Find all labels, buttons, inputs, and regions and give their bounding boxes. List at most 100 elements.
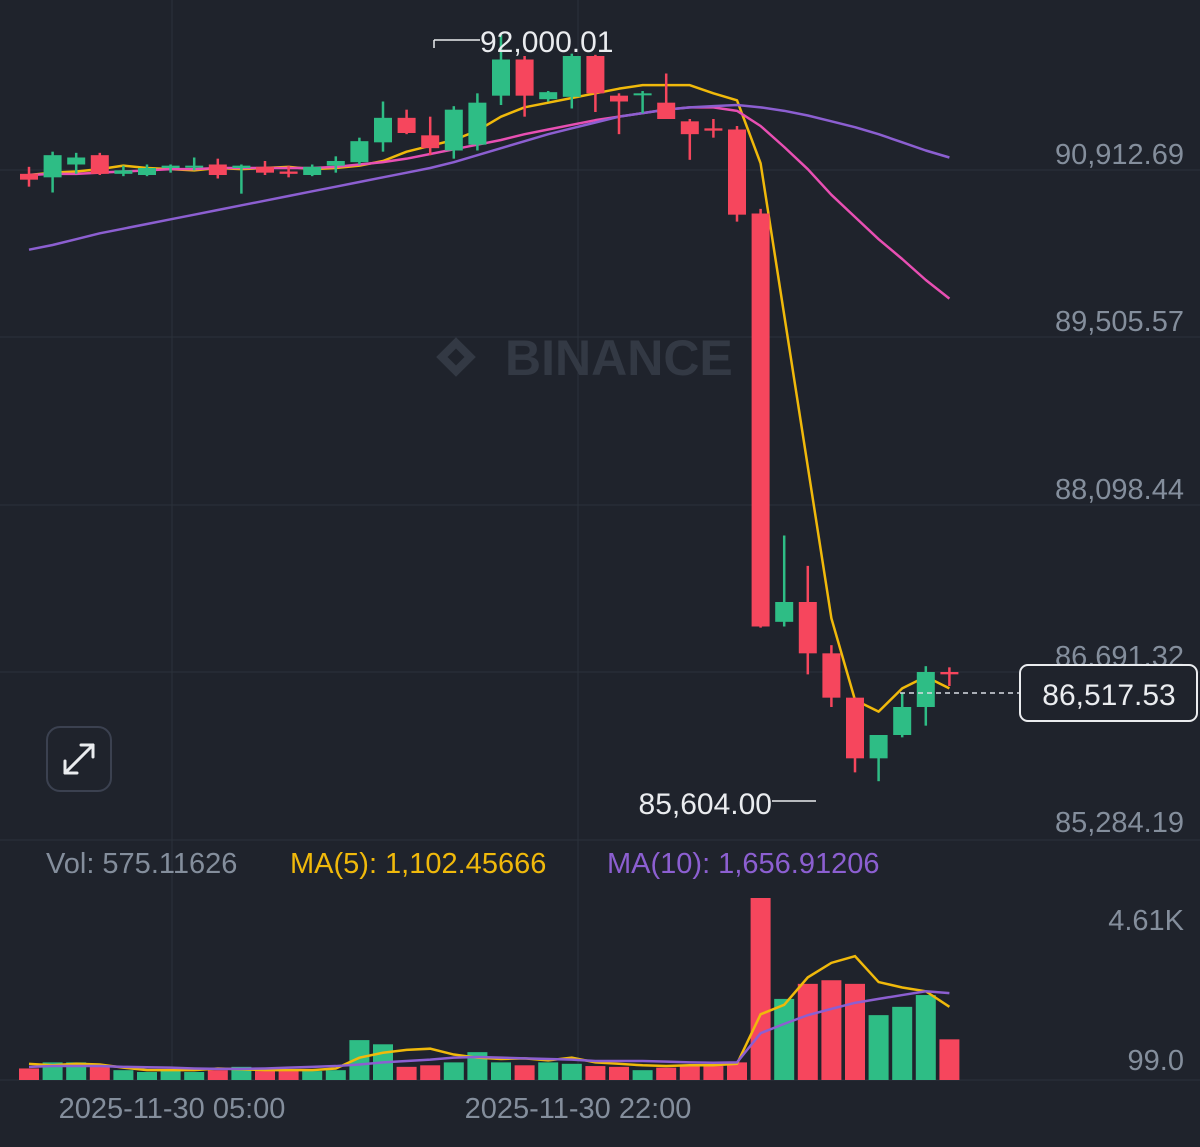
volume-bar — [656, 1067, 677, 1080]
candle — [374, 101, 392, 152]
candle-body — [279, 171, 298, 174]
candle-body — [374, 117, 392, 143]
candle-body — [539, 92, 558, 100]
candle-body — [232, 165, 251, 168]
candle-body — [397, 117, 416, 133]
candle — [67, 152, 86, 174]
candle-body — [633, 93, 652, 96]
volume-bar — [349, 1040, 370, 1080]
volume-bar — [797, 983, 818, 1080]
volume-bar — [703, 1066, 724, 1080]
volume-bar — [750, 898, 771, 1080]
candle — [704, 119, 723, 138]
candle — [468, 93, 487, 151]
candle-body — [421, 135, 440, 149]
candle — [822, 645, 841, 707]
volume-tick-label: 4.61K — [1108, 905, 1184, 937]
volume-bar — [443, 1062, 464, 1080]
high-price-label: 92,000.01 — [480, 26, 613, 59]
candle-body — [775, 602, 794, 622]
candle-body — [704, 128, 723, 131]
candle — [633, 91, 652, 114]
candle-body — [43, 155, 62, 178]
candle — [916, 666, 935, 726]
candle-body — [610, 95, 628, 102]
candle — [303, 164, 322, 177]
candle — [326, 156, 345, 173]
ma-line — [28, 106, 951, 300]
volume-bar — [727, 1062, 747, 1080]
volume-bar — [585, 1066, 606, 1080]
candle-body — [256, 166, 274, 173]
price-tick-label: 90,912.69 — [1055, 139, 1184, 171]
candle-body — [161, 165, 180, 168]
candle-body — [20, 173, 38, 180]
candle — [114, 165, 133, 177]
candle-body — [586, 56, 605, 94]
candle-body — [492, 59, 510, 96]
volume-bar — [255, 1071, 275, 1080]
volume-bar — [774, 998, 795, 1080]
candle — [586, 54, 605, 112]
volume-ma10: MA(10): 1,656.91206 — [607, 848, 879, 880]
volume-bar — [491, 1062, 511, 1080]
volume-bar — [278, 1071, 299, 1080]
volume-ma5: MA(5): 1,102.45666 — [290, 848, 546, 880]
candle — [161, 164, 180, 173]
candle — [256, 161, 274, 175]
candle-body — [114, 170, 133, 174]
current-price-label: 86,517.53 — [1042, 679, 1175, 712]
volume-bar — [679, 1065, 700, 1080]
candle — [539, 91, 558, 102]
time-tick-label: 2025-11-30 22:00 — [465, 1093, 692, 1125]
volume-bar — [160, 1070, 181, 1080]
price-axis: 90,912.69 89,505.57 88,098.44 86,691.32 … — [1055, 139, 1184, 839]
volume-bar — [939, 1039, 960, 1080]
candle-body — [869, 735, 888, 759]
candle-body — [822, 653, 841, 698]
price-tick-label: 89,505.57 — [1055, 306, 1184, 338]
volume-bars — [19, 898, 960, 1080]
candle — [138, 164, 156, 177]
candle — [680, 119, 699, 160]
candle — [798, 565, 817, 675]
candle — [610, 93, 628, 135]
candle-body — [728, 129, 746, 215]
candle — [279, 165, 298, 178]
volume-bar — [868, 1015, 889, 1080]
grid-lines — [0, 0, 1200, 1081]
candle — [43, 151, 62, 193]
candle — [562, 53, 581, 109]
candle-body — [67, 157, 86, 165]
volume-value: Vol: 575.11626 — [46, 848, 237, 880]
volume-bar — [420, 1065, 441, 1080]
candles[interactable] — [20, 35, 959, 782]
volume-bar — [561, 1063, 582, 1080]
candle — [421, 116, 440, 156]
volume-bar — [396, 1066, 417, 1080]
candle — [869, 735, 888, 782]
candle — [940, 667, 959, 686]
volume-axis: 4.61K 99.0 — [1108, 905, 1184, 1077]
expand-button[interactable] — [46, 726, 112, 792]
volume-bar — [19, 1068, 39, 1080]
low-annotation: 85,604.00 — [639, 788, 816, 821]
time-axis: 2025-11-30 05:00 2025-11-30 22:00 — [59, 1093, 692, 1125]
candle-body — [90, 155, 109, 174]
volume-bar — [302, 1071, 323, 1080]
candle — [515, 56, 534, 117]
candle-body — [562, 56, 581, 97]
volume-bar — [609, 1066, 629, 1080]
volume-tick-label: 99.0 — [1128, 1045, 1184, 1077]
volume-bar — [538, 1062, 559, 1080]
candle — [185, 157, 204, 171]
price-tick-label: 85,284.19 — [1055, 807, 1184, 839]
volume-bar — [89, 1066, 110, 1080]
candle — [728, 126, 746, 222]
high-annotation: 92,000.01 — [433, 26, 613, 59]
candle — [444, 106, 463, 159]
watermark-text: BINANCE — [505, 330, 733, 386]
current-price-marker[interactable]: 86,517.53 — [900, 664, 1198, 722]
